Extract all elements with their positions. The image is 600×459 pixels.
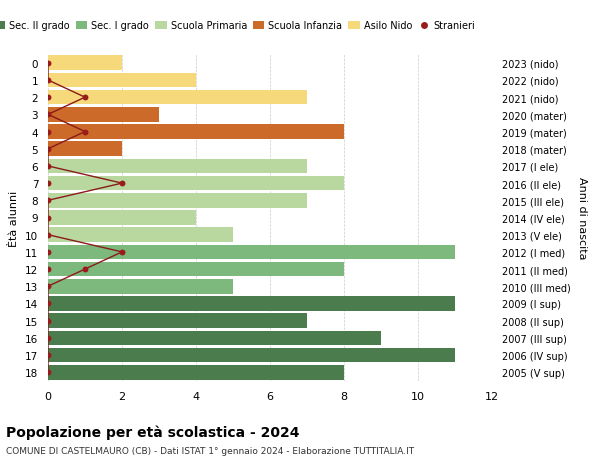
Bar [48, 262, 344, 277]
Point [43, 352, 53, 359]
Point [80, 94, 90, 101]
Point [43, 112, 53, 119]
Point [43, 249, 53, 256]
Point [43, 300, 53, 308]
Point [43, 146, 53, 153]
Bar [48, 313, 307, 328]
Bar [48, 245, 455, 260]
Y-axis label: Ètà alunni: Ètà alunni [10, 190, 19, 246]
Point [43, 180, 53, 187]
Bar [48, 176, 344, 191]
Point [43, 163, 53, 170]
Point [43, 94, 53, 101]
Point [80, 266, 90, 273]
Bar [48, 211, 196, 225]
Bar [48, 125, 344, 140]
Text: Popolazione per età scolastica - 2024: Popolazione per età scolastica - 2024 [6, 425, 299, 439]
Bar [48, 73, 196, 88]
Point [43, 317, 53, 325]
Y-axis label: Anni di nascita: Anni di nascita [577, 177, 587, 259]
Point [117, 180, 127, 187]
Bar [48, 280, 233, 294]
Point [117, 249, 127, 256]
Bar [48, 56, 122, 71]
Point [43, 231, 53, 239]
Point [43, 60, 53, 67]
Bar [48, 194, 307, 208]
Point [43, 266, 53, 273]
Bar [48, 228, 233, 242]
Point [43, 214, 53, 222]
Bar [48, 348, 455, 363]
Point [80, 129, 90, 136]
Bar [48, 331, 381, 345]
Point [43, 197, 53, 205]
Point [43, 335, 53, 342]
Bar [48, 142, 122, 157]
Bar [48, 159, 307, 174]
Point [43, 369, 53, 376]
Point [43, 129, 53, 136]
Point [43, 283, 53, 290]
Point [43, 77, 53, 84]
Bar [48, 91, 307, 105]
Legend: Sec. II grado, Sec. I grado, Scuola Primaria, Scuola Infanzia, Asilo Nido, Stran: Sec. II grado, Sec. I grado, Scuola Prim… [0, 17, 479, 35]
Bar [48, 365, 344, 380]
Bar [48, 108, 159, 123]
Bar [48, 297, 455, 311]
Text: COMUNE DI CASTELMAURO (CB) - Dati ISTAT 1° gennaio 2024 - Elaborazione TUTTITALI: COMUNE DI CASTELMAURO (CB) - Dati ISTAT … [6, 446, 414, 455]
